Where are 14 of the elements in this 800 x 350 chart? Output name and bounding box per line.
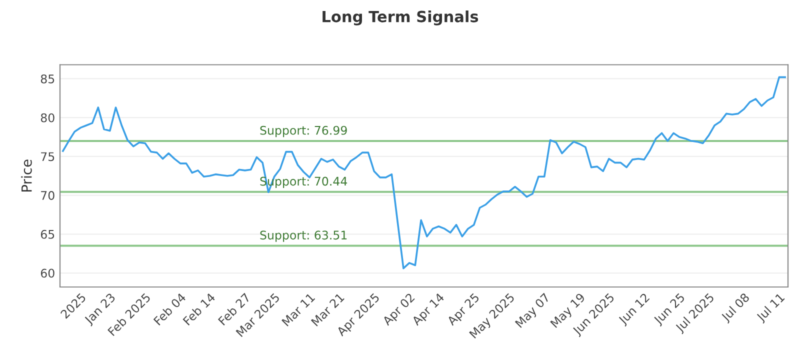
x-tick-label: Jul 08 <box>720 292 752 324</box>
ref-line-label: Support: 76.99 <box>260 126 347 138</box>
x-tick-label: Jun 12 <box>618 292 652 327</box>
y-tick-label: 65 <box>40 230 54 239</box>
y-tick-label: 75 <box>41 152 54 162</box>
y-tick-label: 85 <box>40 74 54 84</box>
y-tick-label: 60 <box>40 268 54 278</box>
y-tick-label: 80 <box>40 113 54 122</box>
y-axis-title: Price <box>21 160 32 192</box>
x-tick-label: Jul 11 <box>755 292 786 324</box>
line-series <box>62 76 786 270</box>
y-tick-label: 70 <box>41 191 54 200</box>
chart-title: Long Term Signals <box>322 10 478 26</box>
ref-line-label: Support: 63.51 <box>260 230 347 242</box>
